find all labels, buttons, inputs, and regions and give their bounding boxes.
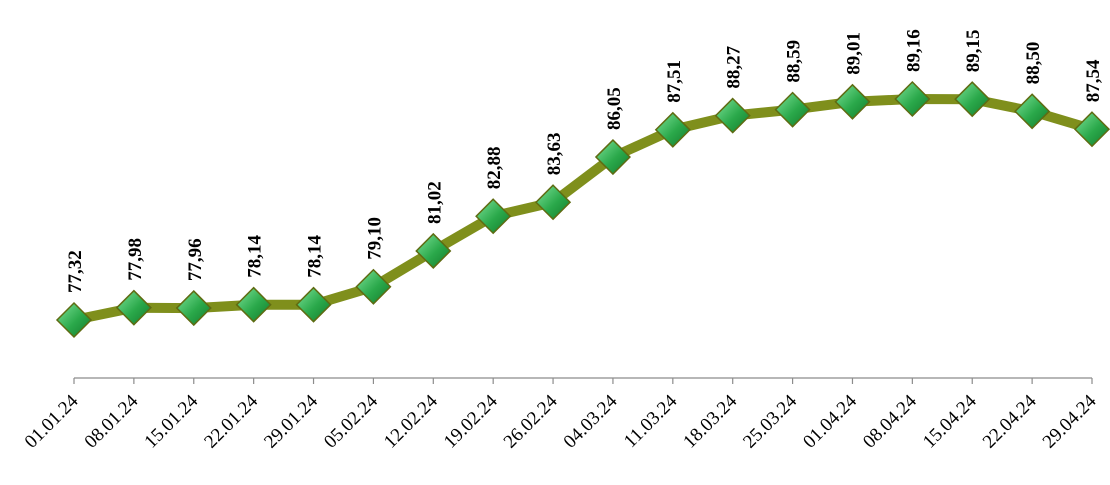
data-point-marker bbox=[115, 289, 152, 326]
x-tick-label: 19.02.24 bbox=[440, 390, 502, 452]
data-label: 87,54 bbox=[1083, 59, 1104, 102]
data-label: 77,98 bbox=[125, 238, 146, 281]
x-tick-label: 04.03.24 bbox=[560, 390, 622, 452]
x-tick-label: 15.04.24 bbox=[919, 390, 981, 452]
x-tick-label: 01.04.24 bbox=[799, 390, 861, 452]
data-label: 88,59 bbox=[784, 40, 805, 83]
data-label: 87,51 bbox=[664, 60, 685, 103]
data-label-layer: 77,32 77,98 77,96 78,14 78,14 79,10 81,02 82,88… bbox=[65, 29, 1104, 293]
x-tick-label: 05.02.24 bbox=[320, 390, 382, 452]
data-point-marker bbox=[415, 232, 452, 269]
data-point-marker bbox=[954, 81, 991, 118]
data-label: 83,63 bbox=[544, 132, 565, 175]
data-point-marker bbox=[295, 286, 332, 323]
x-tick-label: 01.01.24 bbox=[21, 390, 83, 452]
data-label: 89,16 bbox=[903, 29, 924, 72]
data-label: 78,14 bbox=[245, 234, 266, 277]
x-tick-label: 22.04.24 bbox=[979, 390, 1041, 452]
data-point-marker bbox=[55, 301, 93, 339]
x-tick-label: 25.03.24 bbox=[739, 390, 801, 452]
data-point-marker bbox=[834, 83, 871, 120]
x-tick-label: 11.03.24 bbox=[620, 390, 682, 452]
series-line bbox=[69, 94, 1097, 325]
data-point-marker bbox=[774, 91, 811, 128]
data-point-marker bbox=[175, 289, 212, 327]
data-point-marker bbox=[534, 184, 572, 221]
data-point-marker bbox=[355, 268, 392, 305]
marker-layer bbox=[55, 80, 1110, 339]
tick-label-layer: 01.01.2408.01.2415.01.2422.01.2429.01.24… bbox=[21, 390, 1101, 452]
x-tick-label: 29.04.24 bbox=[1039, 390, 1101, 452]
x-tick-label: 12.02.24 bbox=[380, 390, 442, 452]
data-point-marker bbox=[235, 286, 272, 323]
data-point-marker bbox=[475, 198, 512, 235]
x-tick-label: 08.01.24 bbox=[81, 390, 143, 452]
data-label: 88,27 bbox=[724, 45, 745, 88]
data-label: 89,15 bbox=[963, 29, 984, 72]
data-label: 78,14 bbox=[305, 234, 326, 277]
data-point-marker bbox=[1073, 111, 1110, 148]
x-tick-label: 26.02.24 bbox=[500, 390, 562, 452]
data-point-marker bbox=[894, 80, 931, 118]
x-tick-label: 15.01.24 bbox=[140, 390, 202, 452]
data-point-marker bbox=[714, 97, 751, 134]
x-tick-label: 18.03.24 bbox=[679, 390, 741, 452]
data-label: 79,10 bbox=[364, 217, 385, 260]
series-line-layer bbox=[69, 94, 1097, 325]
data-label: 81,02 bbox=[424, 181, 445, 224]
data-point-marker bbox=[654, 111, 691, 148]
x-tick-label: 08.04.24 bbox=[859, 390, 921, 452]
data-label: 77,96 bbox=[185, 238, 206, 281]
data-point-marker bbox=[594, 138, 632, 176]
data-label: 77,32 bbox=[65, 250, 86, 293]
data-label: 89,01 bbox=[843, 32, 864, 75]
x-axis bbox=[73, 377, 1093, 384]
data-point-marker bbox=[1014, 93, 1051, 130]
data-label: 82,88 bbox=[484, 146, 505, 189]
data-label: 88,50 bbox=[1023, 42, 1044, 85]
data-label: 86,05 bbox=[604, 87, 625, 130]
x-tick-label: 29.01.24 bbox=[260, 390, 322, 452]
x-tick-label: 22.01.24 bbox=[200, 390, 262, 452]
